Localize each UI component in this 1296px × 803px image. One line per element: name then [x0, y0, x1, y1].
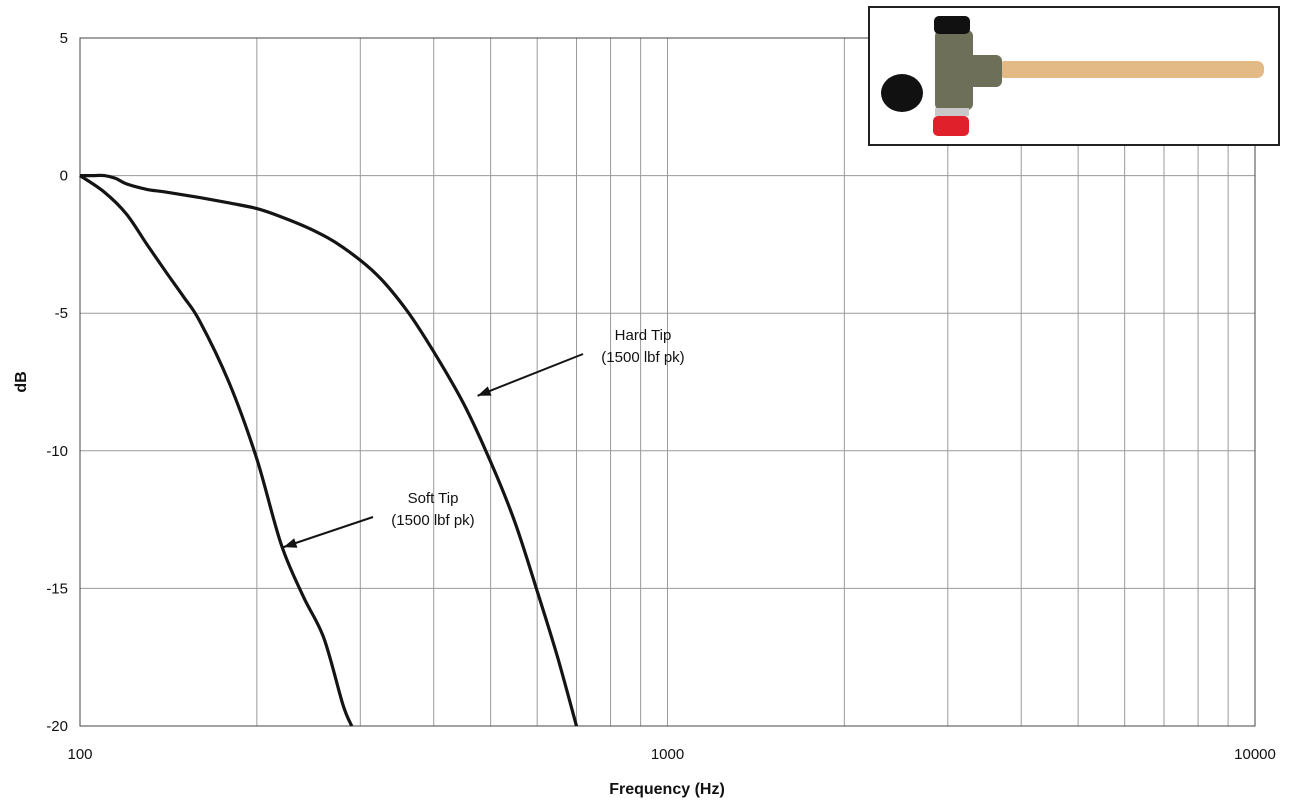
annotation-arrow	[283, 516, 374, 549]
soft-tip-curve	[79, 174, 354, 727]
x-axis-title: Frequency (Hz)	[609, 781, 725, 798]
x-tick-label: 1000	[651, 746, 684, 763]
hammer-photo-inset	[868, 6, 1280, 146]
y-axis-title: dB	[13, 371, 30, 392]
plot-frame	[79, 37, 1256, 727]
hammer-cap-silver-icon	[935, 108, 969, 116]
grid	[80, 38, 1255, 726]
y-tick-label: 5	[60, 30, 68, 47]
y-tick-label: -20	[46, 718, 68, 735]
y-tick-label: 0	[60, 168, 68, 185]
arrowhead-icon	[477, 386, 492, 396]
annotation-label: (1500 lbf pk)	[391, 512, 474, 529]
y-tick-label: -15	[46, 580, 68, 597]
hammer-handle-icon	[998, 61, 1264, 78]
hard-tip-curve	[80, 173, 579, 727]
annotation-arrow	[477, 353, 584, 397]
series-curves	[79, 173, 579, 727]
hammer-cap-black-icon	[934, 16, 970, 34]
y-tick-label: -10	[46, 443, 68, 460]
hammer-collar-icon	[968, 55, 1002, 87]
x-tick-label: 100	[67, 746, 92, 763]
y-tick-label: -5	[55, 305, 68, 322]
hammer-cap-red-icon	[933, 116, 969, 136]
annotation-label: Soft Tip	[408, 490, 459, 507]
tick-labels: 100 1000 10000 5 0 -5 -10 -15 -20	[46, 30, 1276, 763]
arrowhead-icon	[283, 538, 298, 548]
x-tick-label: 10000	[1234, 746, 1276, 763]
annotation-label: Hard Tip	[615, 327, 672, 344]
annotation-label: (1500 lbf pk)	[601, 349, 684, 366]
hammer-tip-icon	[881, 74, 923, 112]
annotations: Hard Tip (1500 lbf pk) Soft Tip (1500 lbf p…	[283, 327, 685, 549]
hammer-head-icon	[935, 30, 973, 110]
